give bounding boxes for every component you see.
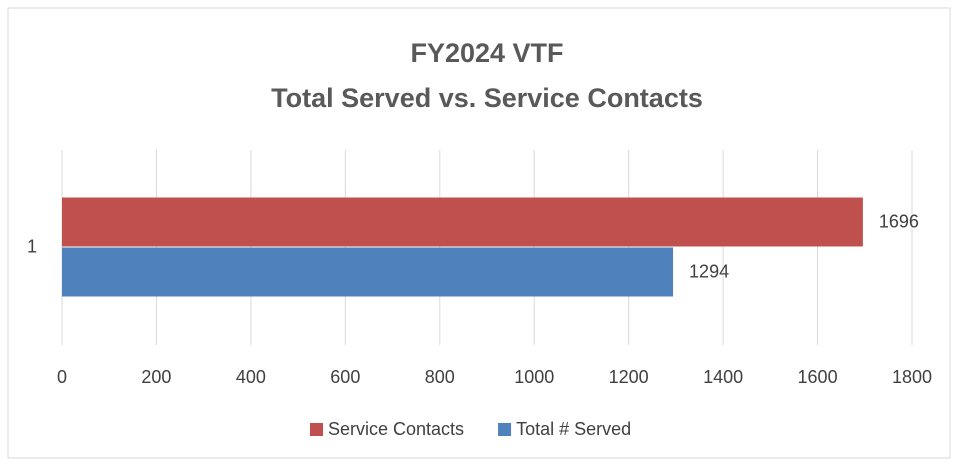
x-tick-label: 200 [141,367,171,387]
x-tick-label: 1600 [798,367,838,387]
bar [62,197,863,247]
x-tick-label: 1000 [514,367,554,387]
bar [62,247,674,297]
x-tick-label: 600 [330,367,360,387]
chart-title: Total Served vs. Service Contacts [271,83,703,113]
x-tick-label: 1200 [609,367,649,387]
legend-swatch [498,423,512,436]
legend-label: Service Contacts [328,419,464,439]
x-tick-label: 0 [57,367,67,387]
x-tick-label: 1800 [892,367,932,387]
data-label: 1294 [689,261,729,281]
y-tick-label: 1 [27,236,37,256]
legend-swatch [310,423,323,436]
x-tick-label: 400 [236,367,266,387]
x-tick-label: 800 [425,367,455,387]
data-label: 1696 [879,211,919,231]
chart-title: FY2024 VTF [410,38,563,68]
x-tick-label: 1400 [703,367,743,387]
legend-label: Total # Served [516,419,631,439]
